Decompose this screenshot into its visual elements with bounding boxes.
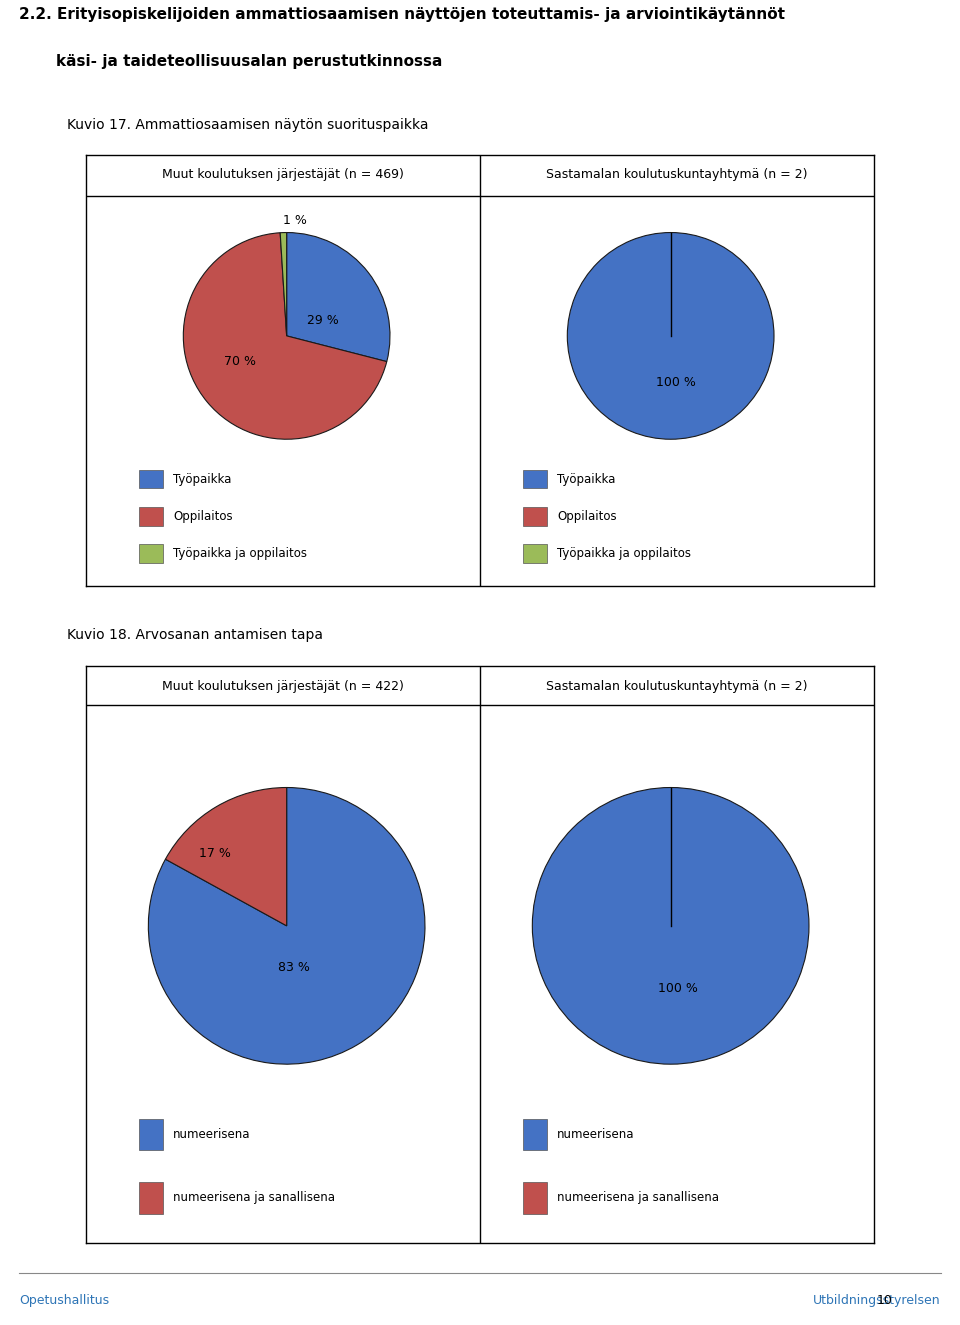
Text: Oppilaitos: Oppilaitos: [174, 510, 233, 523]
Text: Työpaikka ja oppilaitos: Työpaikka ja oppilaitos: [558, 547, 691, 560]
Text: numeerisena: numeerisena: [558, 1128, 635, 1141]
Text: 17 %: 17 %: [199, 848, 230, 860]
FancyBboxPatch shape: [138, 1118, 163, 1150]
Text: Oppilaitos: Oppilaitos: [558, 510, 617, 523]
Text: 10: 10: [876, 1295, 893, 1308]
Text: Työpaikka: Työpaikka: [174, 473, 231, 485]
Text: Työpaikka: Työpaikka: [558, 473, 615, 485]
Wedge shape: [287, 232, 390, 362]
Wedge shape: [149, 787, 425, 1064]
Wedge shape: [567, 232, 774, 439]
Text: Muut koulutuksen järjestäjät (n = 422): Muut koulutuksen järjestäjät (n = 422): [162, 680, 404, 693]
Wedge shape: [280, 232, 287, 335]
Text: 83 %: 83 %: [277, 961, 309, 974]
FancyBboxPatch shape: [522, 1118, 547, 1150]
Wedge shape: [533, 787, 809, 1064]
Text: Kuvio 18. Arvosanan antamisen tapa: Kuvio 18. Arvosanan antamisen tapa: [67, 628, 324, 643]
Text: numeerisena: numeerisena: [174, 1128, 251, 1141]
Wedge shape: [165, 787, 287, 926]
FancyBboxPatch shape: [522, 545, 547, 563]
FancyBboxPatch shape: [522, 507, 547, 526]
Text: Kuvio 17. Ammattiosaamisen näytön suorituspaikka: Kuvio 17. Ammattiosaamisen näytön suorit…: [67, 118, 429, 132]
FancyBboxPatch shape: [138, 507, 163, 526]
Text: Sastamalan koulutuskuntayhtymä (n = 2): Sastamalan koulutuskuntayhtymä (n = 2): [546, 680, 807, 693]
Text: 100 %: 100 %: [658, 982, 698, 995]
Text: numeerisena ja sanallisena: numeerisena ja sanallisena: [558, 1191, 719, 1204]
Wedge shape: [183, 233, 387, 439]
FancyBboxPatch shape: [522, 470, 547, 489]
FancyBboxPatch shape: [138, 1182, 163, 1214]
Text: Opetushallitus: Opetushallitus: [19, 1295, 109, 1308]
FancyBboxPatch shape: [522, 1182, 547, 1214]
Text: Muut koulutuksen järjestäjät (n = 469): Muut koulutuksen järjestäjät (n = 469): [162, 168, 404, 182]
Text: 29 %: 29 %: [307, 314, 339, 327]
Text: 2.2. Erityisopiskelijoiden ammattiosaamisen näyttöjen toteuttamis- ja arviointik: 2.2. Erityisopiskelijoiden ammattiosaami…: [19, 7, 785, 21]
Text: Utbildningsstyrelsen: Utbildningsstyrelsen: [813, 1295, 941, 1308]
Text: Työpaikka ja oppilaitos: Työpaikka ja oppilaitos: [174, 547, 307, 560]
Text: 100 %: 100 %: [656, 376, 696, 390]
Text: numeerisena ja sanallisena: numeerisena ja sanallisena: [174, 1191, 335, 1204]
Text: käsi- ja taideteollisuusalan perustutkinnossa: käsi- ja taideteollisuusalan perustutkin…: [56, 54, 443, 69]
FancyBboxPatch shape: [138, 545, 163, 563]
Text: Sastamalan koulutuskuntayhtymä (n = 2): Sastamalan koulutuskuntayhtymä (n = 2): [546, 168, 807, 182]
Text: 70 %: 70 %: [224, 355, 256, 368]
FancyBboxPatch shape: [138, 470, 163, 489]
Text: 1 %: 1 %: [283, 215, 307, 228]
